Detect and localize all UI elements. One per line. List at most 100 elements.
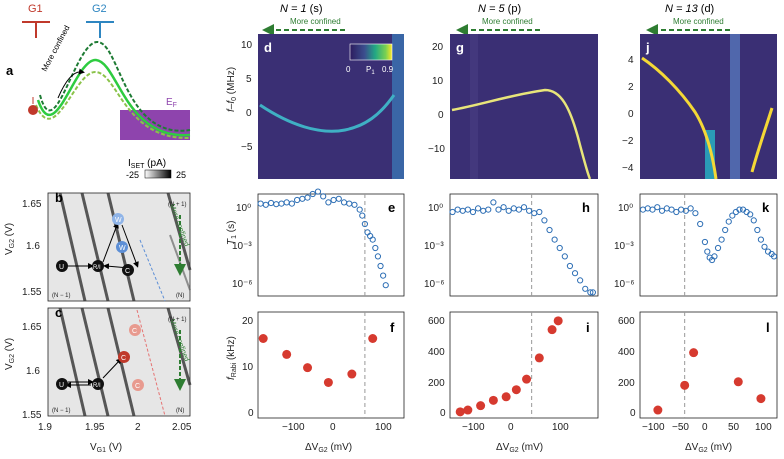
data-point-k-4	[658, 207, 666, 214]
svg-text:U: U	[59, 264, 64, 271]
data-point-e-4	[278, 200, 285, 207]
svg-text:−5: −5	[241, 142, 253, 153]
data-point-k-31	[761, 243, 768, 250]
panel-e-frame	[257, 193, 405, 297]
b-nplus: (N + 1)	[168, 202, 187, 208]
data-point-k-21	[725, 218, 732, 225]
svg-text:R/I: R/I	[93, 265, 101, 271]
data-point-i-4	[501, 392, 511, 402]
data-point-k-27	[747, 211, 754, 218]
panel-letter-l: l	[766, 320, 770, 335]
data-point-e-5	[283, 199, 290, 206]
svg-text:0: 0	[330, 422, 336, 433]
electron-dot	[28, 105, 38, 115]
data-point-e-13	[325, 199, 332, 206]
data-point-h-11	[505, 207, 512, 214]
data-point-h-2	[459, 207, 466, 214]
panel-i-frame	[449, 311, 599, 419]
data-point-e-7	[294, 196, 301, 204]
fermi-label: EF	[166, 97, 177, 109]
data-point-h-24	[571, 270, 579, 277]
b-n: (N)	[176, 293, 184, 299]
rabi-ylabel: fRabi (kHz)	[226, 336, 238, 380]
data-point-h-27	[587, 289, 594, 296]
svg-text:−100: −100	[462, 422, 485, 433]
data-point-h-9	[495, 206, 502, 213]
c-xtick-0: 1.9	[38, 422, 52, 433]
data-point-i-6	[522, 374, 532, 384]
data-point-k-29	[754, 226, 761, 234]
p1-colorbar	[349, 43, 393, 61]
svg-text:0: 0	[508, 422, 514, 433]
data-point-h-1	[454, 206, 461, 213]
svg-text:10⁻⁶: 10⁻⁶	[232, 279, 253, 290]
svg-text:5: 5	[246, 74, 252, 85]
data-point-i-8	[547, 325, 557, 335]
c-ytick-0: 1.65	[22, 322, 42, 333]
panel-j: j	[640, 34, 777, 180]
c-ytick-1: 1.6	[26, 366, 40, 377]
data-point-k-14	[704, 248, 711, 255]
col3-title: N = 13 (d)	[665, 3, 714, 15]
data-point-h-14	[520, 204, 528, 211]
svg-text:100: 100	[375, 422, 392, 433]
data-point-h-8	[490, 199, 497, 206]
svg-text:g: g	[456, 40, 464, 55]
data-point-i-1	[463, 405, 473, 415]
data-point-h-22	[561, 253, 568, 260]
data-point-e-10	[309, 190, 316, 198]
data-point-e-0	[257, 200, 264, 207]
svg-text:−100: −100	[642, 422, 665, 433]
t1-ticks: 10⁰ 10⁻³ 10⁻⁶ 10⁰ 10⁻³ 10⁻⁶ 10⁰ 10⁻³ 10⁻…	[232, 203, 635, 290]
data-point-e-2	[267, 199, 275, 207]
xlabel-1: ΔVG2 (mV)	[305, 442, 352, 454]
panel-k2-frame	[639, 311, 778, 419]
svg-text:10⁰: 10⁰	[428, 203, 443, 214]
data-point-i-9	[553, 316, 563, 326]
svg-text:0: 0	[630, 408, 636, 419]
b-nminus: (N − 1)	[52, 293, 71, 299]
data-point-e-15	[335, 195, 342, 202]
data-point-e-1	[262, 201, 269, 208]
data-point-f-4	[347, 369, 357, 379]
data-point-l-4	[756, 394, 766, 404]
data-point-f-3	[323, 377, 333, 387]
data-point-e-11	[314, 188, 322, 195]
svg-text:0.9: 0.9	[382, 65, 394, 74]
svg-text:20: 20	[432, 42, 444, 53]
data-point-l-1	[680, 380, 690, 390]
svg-text:10⁻³: 10⁻³	[232, 241, 252, 252]
data-point-h-23	[566, 262, 574, 270]
svg-text:More confined: More confined	[673, 17, 724, 26]
c-nplus: (N + 1)	[168, 317, 187, 323]
svg-text:100: 100	[552, 422, 569, 433]
iset-min: -25	[126, 170, 139, 180]
svg-text:0: 0	[346, 65, 351, 74]
svg-text:−100: −100	[282, 422, 305, 433]
svg-text:600: 600	[428, 316, 445, 327]
panel-letter-b: b	[55, 190, 63, 205]
panel-d: d 0 P1 0.9	[258, 34, 404, 179]
data-point-i-7	[534, 353, 544, 363]
gate-g2: G2	[86, 3, 114, 38]
panel-letter-a: a	[6, 63, 14, 78]
panel-letter-c: c	[55, 305, 62, 320]
gate-g2-label: G2	[92, 3, 107, 15]
svg-text:−4: −4	[622, 163, 634, 174]
panel-letter-f: f	[390, 320, 395, 335]
data-point-k-34	[770, 253, 778, 260]
svg-text:P1: P1	[366, 65, 375, 76]
potential-solid	[36, 58, 191, 137]
svg-text:j: j	[645, 40, 650, 55]
data-point-f-2	[303, 363, 313, 373]
c-xlabel: VG1 (V)	[90, 442, 122, 454]
svg-text:10⁻³: 10⁻³	[424, 241, 444, 252]
data-point-k-30	[757, 236, 765, 243]
data-point-k-11	[692, 210, 699, 217]
col1-title: N = 1 (s)	[280, 3, 323, 15]
panel-f-frame	[257, 311, 405, 419]
iset-colorbar	[144, 169, 172, 179]
c-xtick-3: 2.05	[172, 422, 192, 433]
data-point-e-17	[346, 200, 353, 207]
svg-text:200: 200	[428, 378, 445, 389]
